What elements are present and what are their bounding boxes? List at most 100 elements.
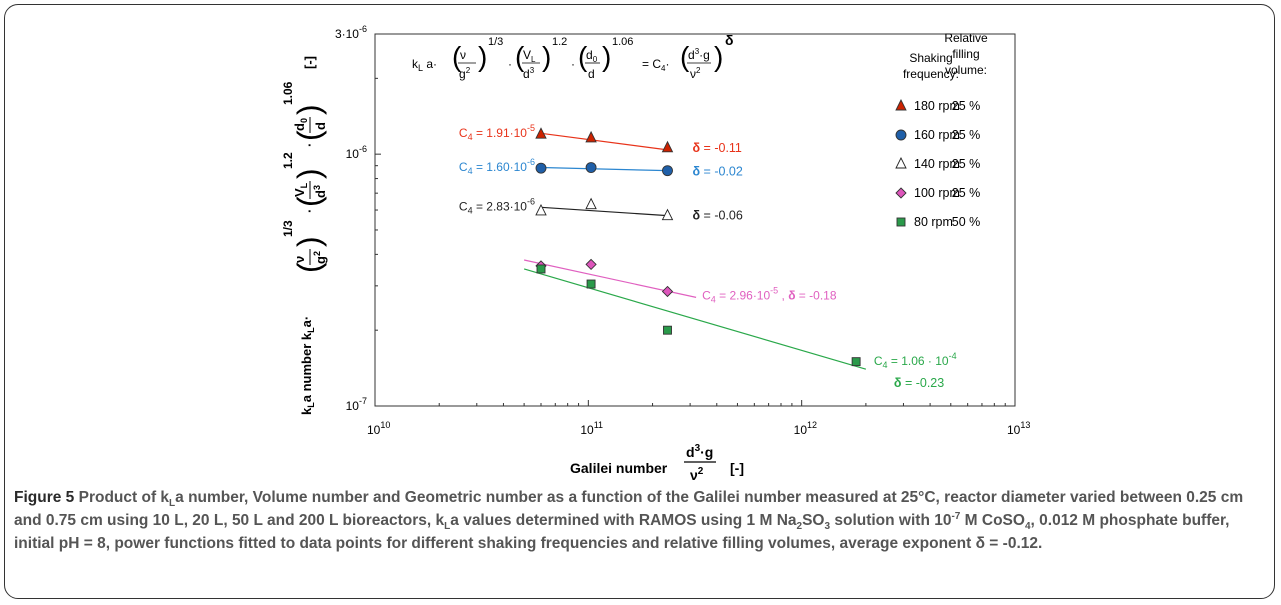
legend-volume: 50 % — [952, 215, 981, 229]
data-point-square — [536, 264, 546, 274]
svg-text:d0: d0 — [292, 118, 309, 131]
svg-text:1.06: 1.06 — [281, 81, 295, 105]
svg-text:d3·g: d3·g — [686, 443, 713, 460]
figure-frame — [4, 4, 1275, 599]
legend-header-frequency: frequency: — [903, 67, 959, 81]
fit-line — [540, 132, 668, 151]
svg-text:1.2: 1.2 — [281, 152, 295, 169]
svg-text:1/3: 1/3 — [488, 36, 503, 48]
data-point-diamond — [585, 258, 597, 271]
x-tick-label: 1011 — [580, 420, 603, 437]
svg-text:·: · — [302, 143, 317, 147]
legend-header-frequency: Shaking — [909, 51, 952, 65]
svg-text:ν: ν — [292, 256, 307, 263]
delta-label: δ = -0.06 — [692, 209, 742, 223]
data-point-circle — [662, 165, 673, 177]
c4-label: C4 = 2.83·10-6 — [459, 196, 535, 215]
svg-text:(: ( — [515, 41, 525, 72]
data-point-circle — [585, 162, 597, 173]
svg-text:1/3: 1/3 — [281, 220, 295, 237]
data-point-square — [586, 279, 596, 289]
svg-text:ν: ν — [460, 48, 466, 62]
legend-header-volume: Relative — [944, 31, 988, 45]
x-axis-label: Galilei number d3·g ν2 [-] — [570, 443, 744, 483]
svg-text:VL: VL — [523, 48, 536, 64]
svg-text:): ) — [291, 168, 327, 179]
svg-text:(: ( — [291, 130, 327, 141]
data-point-circle — [535, 162, 547, 174]
data-point-triangle — [535, 203, 547, 216]
c4-label: C4 = 2.96·10-5 , δ = -0.18 — [702, 285, 837, 304]
data-point-square — [663, 325, 672, 335]
svg-text:·: · — [508, 57, 512, 71]
data-points — [535, 127, 861, 367]
y-tick-label: 3·10-6 — [335, 24, 367, 41]
c4-label: C4 = 1.60·10-6 — [459, 157, 535, 176]
svg-text:d3: d3 — [523, 66, 535, 81]
svg-text:): ) — [291, 104, 327, 115]
fit-line — [523, 268, 867, 370]
svg-text:d: d — [588, 67, 595, 81]
svg-text:δ: δ — [725, 32, 734, 48]
svg-text:d3·g: d3·g — [688, 47, 710, 62]
data-point-square — [851, 357, 861, 367]
svg-text:): ) — [542, 41, 551, 72]
legend-label: 80 rpm — [914, 215, 953, 229]
svg-text:d0: d0 — [586, 48, 598, 64]
legend-header-volume: volume: — [945, 63, 987, 77]
svg-text:): ) — [478, 41, 487, 72]
c4-label: C4 = 1.06 · 10-4 — [874, 351, 957, 370]
svg-text:1.2: 1.2 — [552, 36, 567, 48]
svg-text:·: · — [571, 57, 575, 71]
svg-text:): ) — [714, 41, 723, 72]
svg-text:[-]: [-] — [730, 460, 744, 476]
svg-text:(: ( — [680, 41, 690, 72]
y-axis-ticks: 10-7 10-6 3·10-6 — [335, 24, 381, 413]
data-point-triangle — [895, 98, 907, 111]
legend-label: 180 rpm — [914, 99, 960, 113]
fit-line — [540, 166, 668, 172]
c4-label: C4 = 1.91·10-5 — [459, 123, 535, 142]
svg-text:ν2: ν2 — [690, 66, 701, 81]
caption-lead: Figure 5 — [14, 489, 75, 506]
galilei-chart: 1010 1011 1012 1013 10-7 10-6 3·10-6 C4 = 1.9… — [281, 24, 1030, 483]
svg-text:(: ( — [291, 196, 327, 207]
data-point-diamond — [661, 285, 674, 298]
plot-area — [374, 33, 1016, 407]
delta-label: δ = -0.23 — [894, 376, 944, 390]
data-point-diamond — [895, 187, 907, 199]
x-tick-label: 1010 — [367, 420, 390, 437]
data-point-circle — [895, 129, 907, 141]
svg-text:(: ( — [452, 41, 462, 72]
legend-label: 160 rpm — [914, 128, 960, 142]
svg-text:(: ( — [578, 41, 588, 72]
legend: Shaking frequency: Relative filling volume: 1… — [895, 31, 988, 229]
svg-text:kL a·: kL a· — [412, 57, 437, 73]
x-tick-label: 1013 — [1007, 420, 1030, 437]
y-tick-label: 10-7 — [346, 396, 367, 413]
svg-text:d: d — [313, 122, 328, 130]
x-tick-label: 1012 — [794, 420, 817, 437]
data-point-triangle — [535, 127, 547, 139]
data-point-square — [896, 217, 906, 227]
svg-text:Galilei number: Galilei number — [570, 460, 668, 476]
figure-caption: Figure 5 Product of kLa number, Volume n… — [14, 486, 1264, 555]
y-tick-label: 10-6 — [346, 144, 367, 161]
svg-text:(: ( — [291, 262, 327, 273]
legend-volume: 25 % — [952, 157, 981, 171]
svg-text:= C4·: = C4· — [642, 57, 669, 73]
legend-volume: 25 % — [952, 128, 981, 142]
data-point-triangle — [585, 130, 597, 143]
svg-text:g2: g2 — [459, 66, 471, 81]
svg-text:ν2: ν2 — [690, 466, 704, 483]
data-point-triangle — [585, 197, 597, 210]
svg-text:d3: d3 — [312, 185, 328, 198]
equation-annotation: kL a· ( ν g2 ) 1/3 · ( VL d3 ) 1.2 · ( d… — [412, 32, 734, 81]
svg-text:VL: VL — [292, 182, 309, 197]
legend-volume: 25 % — [952, 186, 981, 200]
fit-line — [540, 206, 668, 217]
caption-text: Product of kLa number, Volume number and… — [14, 489, 1244, 552]
svg-text:[-]: [-] — [302, 56, 317, 69]
svg-text:): ) — [291, 236, 327, 247]
series-labels: C4 = 1.91·10-5 δ = -0.11 C4 = 1.60·10-6 δ =… — [459, 123, 957, 390]
